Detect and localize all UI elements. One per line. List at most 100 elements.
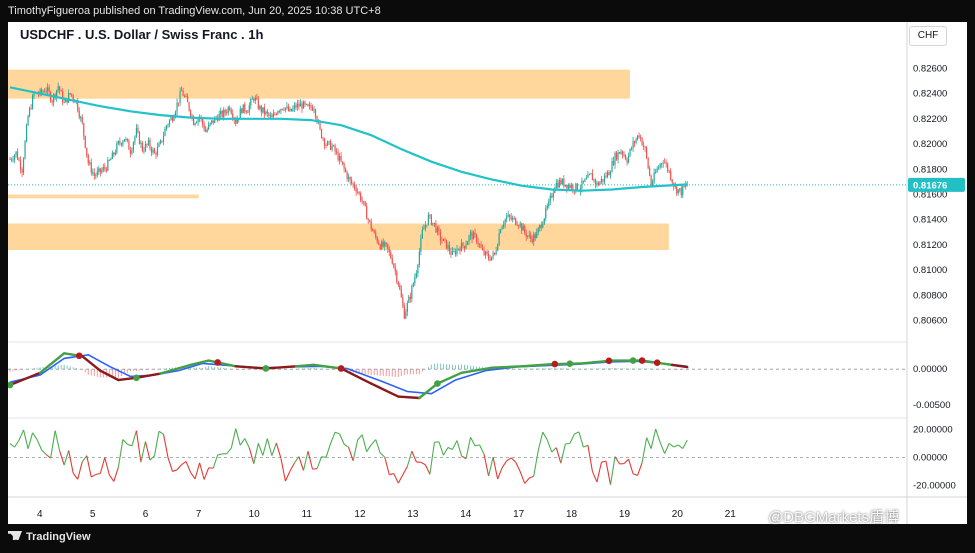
price-tick-label: 0.80600 [913, 316, 947, 327]
osc1-histogram-bar [292, 368, 294, 370]
osc2-line-segment [95, 472, 101, 475]
osc2-line-segment [72, 472, 79, 480]
candle-body [314, 109, 317, 117]
candle-body [375, 232, 377, 238]
osc1-histogram-bar [415, 369, 417, 375]
osc1-histogram-bar [319, 368, 321, 370]
candle-body [612, 161, 615, 165]
osc1-histogram-bar [226, 368, 228, 370]
osc2-line-segment [23, 429, 29, 449]
candle-body [411, 286, 413, 299]
osc1-histogram-bar [539, 368, 541, 370]
date-tick-label: 21 [725, 509, 737, 520]
osc1-main-line [207, 359, 237, 368]
osc1-histogram-bar [418, 369, 420, 375]
osc2-line-segment [352, 439, 359, 461]
osc2-line-segment [248, 447, 255, 464]
osc1-histogram-bar [424, 369, 426, 370]
candle-body [69, 93, 71, 95]
candle-body [521, 223, 523, 231]
candle-body [251, 98, 253, 100]
osc1-histogram-bar [280, 369, 282, 370]
osc2-line-segment [131, 430, 137, 447]
currency-label[interactable]: CHF [909, 26, 947, 46]
candle-body [564, 184, 566, 187]
candle-body [450, 251, 452, 255]
last-price-label: 0.81676 [913, 180, 947, 191]
candle-body [466, 241, 469, 245]
candle-body [227, 107, 229, 113]
osc2-line-segment [583, 444, 589, 448]
osc1-histogram-bar [596, 368, 598, 370]
osc1-histogram-bar [680, 369, 682, 370]
osc1-histogram-bar [629, 368, 631, 370]
osc1-histogram-bar [376, 369, 378, 376]
candle-body [224, 110, 226, 113]
osc2-line-segment [36, 439, 43, 451]
osc2-line-segment [50, 430, 56, 459]
osc2-line-segment [127, 443, 133, 447]
osc1-main-line [436, 371, 463, 385]
osc1-histogram-bar [328, 369, 330, 370]
candle-body [263, 107, 265, 115]
candle-body [221, 110, 223, 117]
osc1-histogram-bar [403, 369, 405, 376]
candle-body [643, 145, 645, 147]
candle-body [599, 182, 601, 185]
osc1-histogram-bar [686, 369, 688, 370]
candle-body [487, 254, 490, 259]
candle-body [194, 123, 196, 125]
osc2-line-segment [45, 454, 51, 459]
candle-body [638, 135, 640, 138]
osc2-line-segment [542, 431, 548, 441]
candle-body [435, 223, 437, 233]
candle-body [412, 283, 414, 287]
osc1-histogram-bar [202, 367, 204, 370]
osc1-histogram-bar [632, 368, 634, 370]
osc1-histogram-bar [63, 364, 65, 370]
candle-body [528, 234, 530, 236]
candle-body [555, 182, 557, 188]
candle-body [183, 95, 186, 97]
osc1-cross-marker [75, 352, 83, 360]
osc2-line-segment [528, 475, 534, 479]
osc1-histogram-bar [461, 364, 462, 370]
osc1-histogram-bar [421, 369, 423, 372]
candle-body [278, 111, 280, 112]
osc1-histogram-bar [217, 367, 219, 370]
candle-body [138, 131, 141, 144]
osc1-cross-marker [566, 360, 574, 368]
osc2-line-segment [293, 456, 300, 464]
osc1-cross-marker [653, 359, 661, 367]
candle-body [683, 186, 685, 188]
osc2-line-segment [406, 451, 413, 467]
osc2-line-segment [217, 453, 223, 456]
chart-canvas[interactable]: 0.82600 0.82400 0.82200 0.82000 0.81800 0.816… [8, 22, 967, 524]
candle-body [533, 234, 535, 242]
candle-body [239, 108, 241, 119]
osc2-line-segment [203, 467, 210, 480]
osc2-line-segment [605, 461, 612, 485]
osc2-line-segment [257, 443, 264, 456]
candle-body [24, 141, 26, 159]
candle-body [591, 173, 594, 181]
candle-body [489, 258, 491, 261]
osc2-line-segment [682, 439, 688, 449]
osc2-line-segment [91, 473, 97, 478]
osc1-histogram-bar [244, 369, 246, 370]
osc1-histogram-bar [205, 367, 207, 370]
osc1-signal-line [9, 353, 688, 395]
price-tick-label: 0.80800 [913, 290, 947, 301]
candle-body [378, 242, 380, 245]
candle-body [367, 219, 369, 221]
candle-body [162, 135, 165, 142]
osc2-line-segment [461, 455, 467, 460]
candle-body [51, 101, 53, 103]
osc2-line-segment [488, 456, 494, 477]
price-tick-label: 0.81200 [913, 240, 947, 251]
candle-body [351, 180, 353, 184]
candle-body [633, 141, 636, 143]
osc1-cross-marker [337, 365, 345, 372]
candle-body [320, 129, 323, 138]
osc2-line-segment [664, 443, 670, 454]
